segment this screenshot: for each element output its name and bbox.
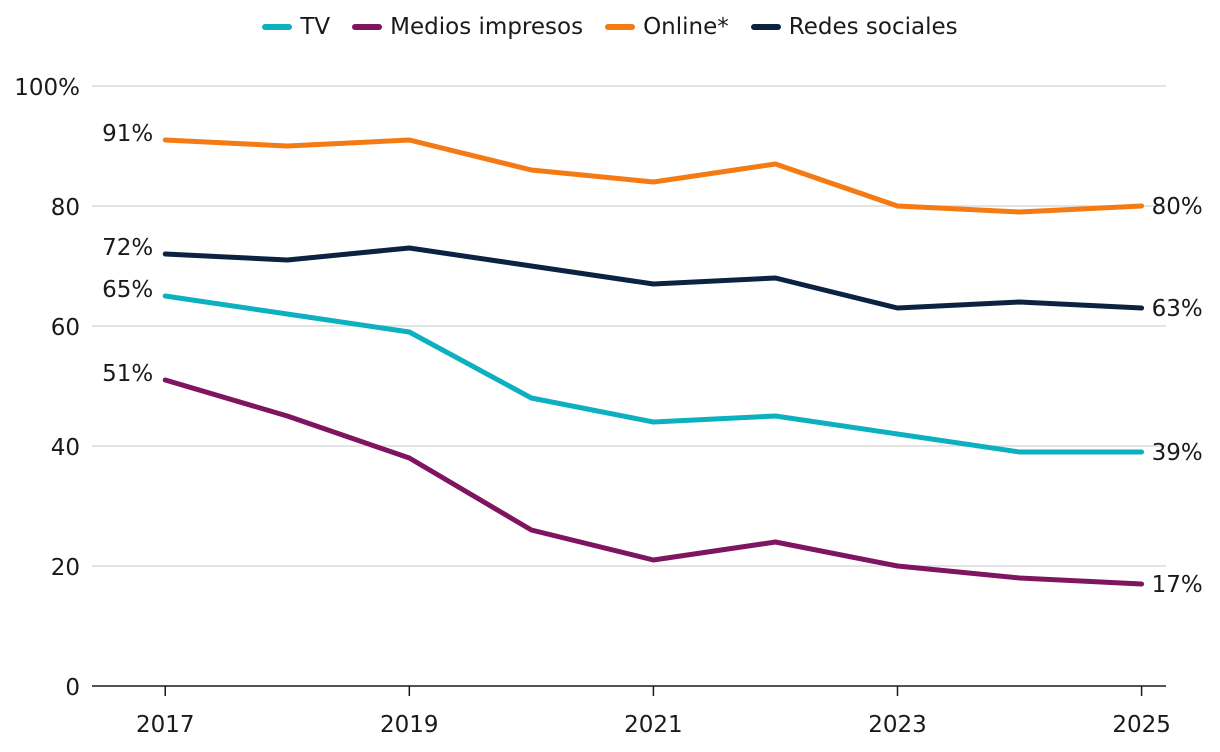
axes: 0 20 40 60 80 100% 2017 2019 2021 2023 2025 (14, 75, 1171, 738)
x-tick-label: 2023 (868, 712, 927, 738)
x-tick-label: 2025 (1112, 712, 1171, 738)
series-line (162, 245, 1145, 311)
x-tick-label: 2017 (136, 712, 195, 738)
legend-label-online: Online* (643, 14, 729, 40)
legend-item-redes-sociales: Redes sociales (750, 14, 958, 40)
x-tick-label: 2019 (380, 712, 439, 738)
series-line (162, 137, 1145, 215)
y-tick-label: 0 (65, 675, 80, 701)
end-value-label: 39% (1152, 440, 1203, 466)
start-value-label: 65% (102, 277, 153, 303)
end-value-label: 63% (1152, 296, 1203, 322)
grid-lines (92, 85, 1166, 567)
legend-label-medios-impresos: Medios impresos (390, 14, 584, 40)
y-tick-label: 60 (51, 315, 80, 341)
series-line (162, 377, 1145, 587)
legend-swatch-tv (262, 24, 293, 30)
end-value-label: 80% (1152, 194, 1203, 220)
y-tick-label: 20 (51, 555, 80, 581)
y-tick-label: 40 (51, 435, 80, 461)
legend-label-tv: TV (300, 14, 331, 40)
end-value-label: 17% (1152, 572, 1203, 598)
legend-item-online: Online* (605, 14, 729, 40)
y-tick-label: 80 (51, 195, 80, 221)
legend-label-redes-sociales: Redes sociales (788, 14, 958, 40)
start-value-label: 91% (102, 121, 153, 147)
series-lines (162, 137, 1145, 587)
legend-item-tv: TV (262, 14, 330, 40)
start-value-label: 51% (102, 361, 153, 387)
start-value-label: 72% (102, 235, 153, 261)
legend-swatch-medios-impresos (352, 24, 383, 30)
series-line (162, 293, 1145, 455)
legend-item-medios-impresos: Medios impresos (352, 14, 583, 40)
legend-swatch-online (605, 24, 636, 30)
x-tick-label: 2021 (624, 712, 683, 738)
y-tick-label: 100% (14, 75, 80, 101)
data-labels: 65% 39% 51% 17% 91% 80% 72% 63% (102, 121, 1203, 598)
chart-legend: TV Medios impresos Online* Redes sociale… (0, 14, 1220, 40)
legend-swatch-redes-sociales (750, 24, 781, 30)
